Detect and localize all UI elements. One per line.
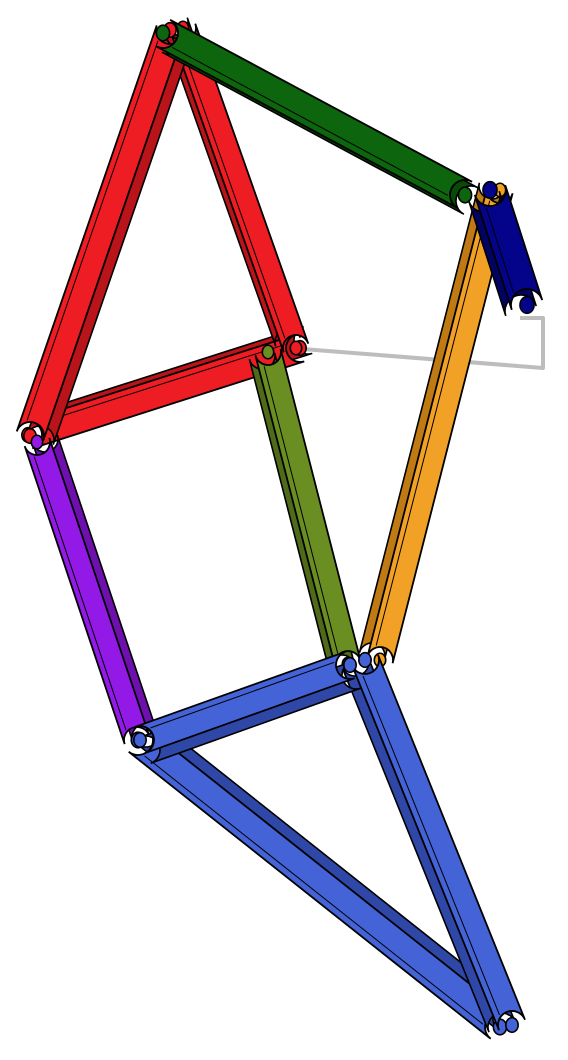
- green-top-link-pin-hole-2: [457, 186, 473, 204]
- blue-cross-link-pin-hole-2: [133, 731, 147, 749]
- red-cross-link-edge: [38, 344, 285, 424]
- red-diagonal-link-edge: [179, 42, 286, 339]
- navy-crank-link: [468, 180, 544, 317]
- red-diagonal-link-pin-hole-2: [289, 340, 303, 356]
- olive-middle-link-face: [254, 348, 362, 668]
- blue-lower-right-link-face: [351, 654, 526, 1031]
- navy-crank-link-pin-hole-2: [519, 295, 535, 315]
- red-left-link-edge: [26, 40, 159, 421]
- purple-left-link-pin-hole-1: [30, 434, 44, 450]
- red-left-link: [15, 21, 194, 445]
- navy-crank-link-edge: [485, 207, 515, 293]
- blue-lower-right-link-pin-hole-2: [505, 1016, 519, 1034]
- purple-left-link: [23, 434, 159, 748]
- blue-lower-left-link-edge: [144, 755, 484, 1025]
- navy-crank-link-pin-hole-1: [482, 180, 498, 200]
- linkage-bars: [15, 17, 544, 1040]
- blue-cross-link-edge: [150, 661, 335, 729]
- green-top-link-pin-hole-1: [155, 24, 171, 42]
- blue-lower-right-link: [341, 651, 526, 1034]
- green-top-link-edge: [172, 47, 449, 196]
- blue-cross-link-face: [134, 650, 356, 755]
- blue-lower-right-link-pin-hole-1: [358, 651, 372, 669]
- blue-cross-link-pin-hole-1: [343, 656, 357, 674]
- orange-right-link-edge: [375, 200, 491, 646]
- purple-left-link-edge: [33, 456, 127, 731]
- blue-cross-link: [133, 650, 361, 764]
- ground-frame-line: [289, 316, 545, 370]
- olive-middle-link-pin-hole-1: [261, 344, 275, 360]
- ground-frame: [289, 316, 545, 370]
- olive-middle-link: [248, 344, 362, 672]
- orange-right-link-face: [366, 186, 514, 664]
- orange-right-link: [358, 182, 514, 668]
- blue-lower-right-link-edge: [362, 675, 500, 1016]
- olive-middle-link-edge: [263, 366, 339, 654]
